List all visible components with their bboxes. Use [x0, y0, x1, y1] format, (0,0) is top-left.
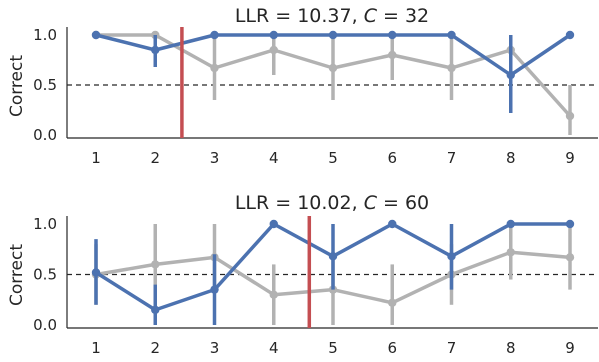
chart-title-bottom: LLR = 10.02, C = 60 [235, 192, 429, 214]
x-tick-label: 8 [506, 149, 516, 167]
x-tick-label: 5 [328, 339, 338, 357]
chart-title-top: LLR = 10.37, C = 32 [235, 5, 429, 27]
data-point [151, 305, 160, 315]
data-point [269, 219, 278, 229]
y-tick-label: 0.0 [33, 126, 57, 144]
x-tick-labels-bottom: 1 2 3 4 5 6 7 8 9 [91, 339, 575, 357]
x-tick-label: 2 [150, 149, 160, 167]
data-point [388, 50, 397, 60]
data-point [506, 219, 515, 229]
y-tick-labels-bottom: 0.0 0.5 1.0 [33, 215, 57, 334]
x-tick-label: 6 [387, 339, 397, 357]
x-tick-label: 3 [210, 339, 220, 357]
data-point [269, 30, 278, 40]
data-point [151, 260, 160, 269]
y-tick-labels-top: 0.0 0.5 1.0 [33, 26, 57, 144]
data-point [151, 45, 160, 55]
series-blue [91, 30, 575, 113]
x-tick-labels-top: 1 2 3 4 5 6 7 8 9 [91, 149, 575, 167]
data-point [328, 30, 338, 40]
y-axis-label-bottom: Correct [7, 244, 27, 306]
x-tick-label: 4 [269, 339, 279, 357]
x-tick-label: 5 [328, 149, 338, 167]
data-point [447, 63, 456, 73]
data-point [506, 248, 515, 257]
x-tick-label: 6 [387, 149, 397, 167]
data-point [91, 268, 101, 277]
x-tick-label: 7 [447, 149, 457, 167]
data-point [565, 111, 575, 121]
data-point [565, 219, 575, 229]
data-point [447, 30, 456, 40]
x-tick-label: 7 [447, 339, 457, 357]
y-axis-label-top: Correct [7, 55, 27, 117]
data-point [565, 30, 575, 40]
y-tick-label: 1.0 [33, 26, 57, 44]
x-tick-label: 1 [91, 149, 101, 167]
data-point [565, 253, 575, 262]
data-point [328, 252, 338, 261]
y-tick-label: 0.5 [33, 266, 57, 284]
y-tick-label: 0.0 [33, 316, 57, 334]
x-tick-label: 2 [150, 339, 160, 357]
x-tick-label: 9 [565, 149, 575, 167]
data-point [210, 30, 219, 40]
chart-panel-top: LLR = 10.37, C = 32 Correct 1 2 3 4 5 6 7 8 9 0.… [7, 5, 598, 167]
x-tick-label: 8 [506, 339, 516, 357]
series-blue [91, 219, 575, 325]
data-point [506, 70, 515, 80]
series-group-top [91, 30, 575, 135]
data-point [447, 252, 456, 261]
data-point [210, 63, 219, 73]
data-point [269, 290, 278, 299]
x-tick-label: 9 [565, 339, 575, 357]
x-tick-label: 3 [210, 149, 220, 167]
chart-panel-bottom: LLR = 10.02, C = 60 Correct 1 2 3 4 5 6 7 8 9 0.… [7, 192, 598, 357]
x-tick-label: 4 [269, 149, 279, 167]
data-point [388, 298, 397, 307]
x-tick-label: 1 [91, 339, 101, 357]
data-point [388, 219, 397, 229]
data-point [269, 45, 278, 55]
data-point [91, 30, 101, 40]
data-point [210, 285, 219, 294]
series-group-bottom [91, 219, 575, 325]
data-point [388, 30, 397, 40]
y-tick-label: 1.0 [33, 215, 57, 233]
y-tick-label: 0.5 [33, 76, 57, 94]
data-point [328, 63, 338, 73]
